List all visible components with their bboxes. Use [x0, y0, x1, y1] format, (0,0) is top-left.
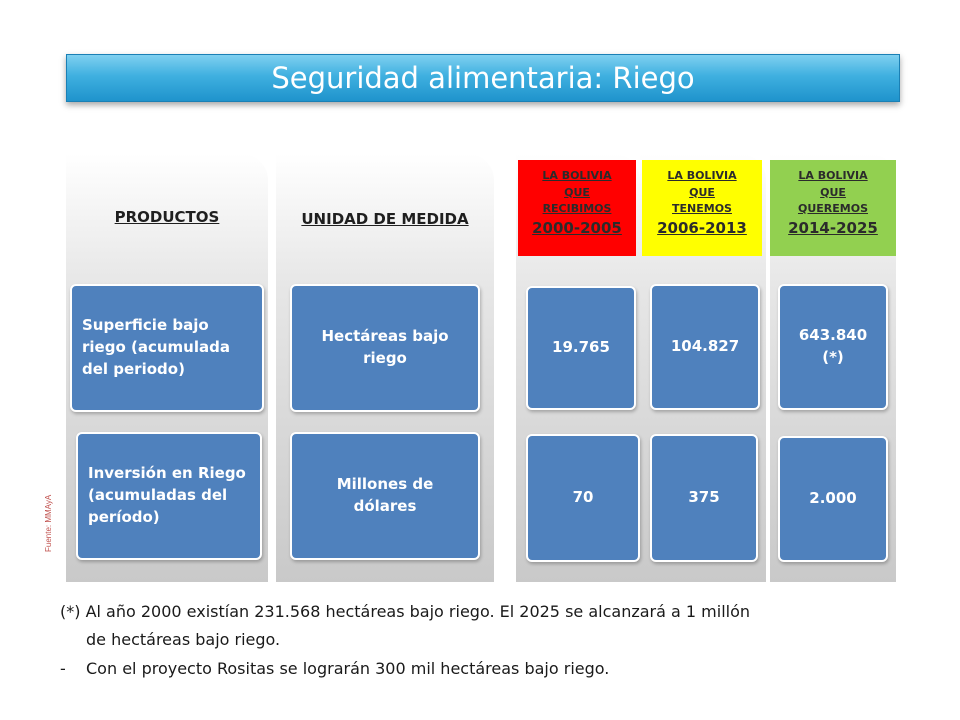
value-2014-inversion-text: 2.000 — [809, 489, 857, 508]
producto-inversion: Inversión en Riego (acumuladas del perío… — [76, 432, 262, 560]
value-2006-hectareas: 104.827 — [650, 284, 760, 410]
productos-header: PRODUCTOS — [114, 208, 220, 226]
unidad-hectareas: Hectáreas bajo riego — [290, 284, 480, 412]
period-3-line3: QUEREMOS — [797, 202, 868, 215]
period-2-line2: QUE — [689, 185, 715, 199]
period-1-line3: RECIBIMOS — [542, 202, 612, 215]
footnote-line-3: - Con el proyecto Rositas se lograrán 300… — [60, 659, 609, 678]
unidad-millones: Millones de dólares — [290, 432, 480, 560]
period-1-years: 2000-2005 — [532, 218, 622, 237]
value-2014-hectareas-note: (*) — [822, 348, 844, 366]
value-2000-hectareas: 19.765 — [526, 286, 636, 410]
period-2-line1: LA BOLIVIA — [667, 169, 737, 182]
value-2006-inversion: 375 — [650, 434, 758, 562]
value-2014-inversion: 2.000 — [778, 436, 888, 562]
period-header-tenemos: LA BOLIVIA QUE TENEMOS 2006-2013 — [642, 160, 762, 256]
period-header-queremos: LA BOLIVIA QUE QUEREMOS 2014-2025 — [770, 160, 896, 256]
producto-superficie: Superficie bajo riego (acumulada del per… — [70, 284, 264, 412]
footnote-line-1: (*) Al año 2000 existían 231.568 hectáre… — [60, 602, 751, 621]
period-2-line3: TENEMOS — [672, 202, 732, 215]
period-1-line2: QUE — [564, 185, 590, 199]
value-2000-inversion: 70 — [526, 434, 640, 562]
footnote-line-2: de hectáreas bajo riego. — [86, 630, 281, 649]
period-3-line2: QUE — [820, 185, 846, 199]
value-2014-hectareas: 643.840 (*) — [778, 284, 888, 410]
footnote-line-3-text: Con el proyecto Rositas se lograrán 300 … — [86, 659, 610, 678]
producto-superficie-label: Superficie bajo riego (acumulada del per… — [82, 316, 230, 378]
unidad-millones-label: Millones de dólares — [336, 475, 434, 515]
period-1-line1: LA BOLIVIA — [542, 169, 612, 182]
value-2014-hectareas-text: 643.840 — [798, 326, 868, 345]
value-2006-hectareas-text: 104.827 — [670, 337, 740, 356]
period-2-years: 2006-2013 — [657, 218, 747, 237]
title-banner: Seguridad alimentaria: Riego — [66, 54, 900, 102]
unidad-header: UNIDAD DE MEDIDA — [301, 210, 469, 228]
productos-panel: PRODUCTOS Superficie bajo riego (acumula… — [66, 154, 268, 582]
period-header-recibimos: LA BOLIVIA QUE RECIBIMOS 2000-2005 — [518, 160, 636, 256]
unidad-panel: UNIDAD DE MEDIDA Hectáreas bajo riego Mi… — [276, 154, 494, 582]
value-2000-hectareas-text: 19.765 — [552, 338, 610, 357]
period-3-line1: LA BOLIVIA — [798, 169, 868, 182]
unidad-hectareas-label: Hectáreas bajo riego — [321, 327, 449, 367]
producto-inversion-label: Inversión en Riego (acumuladas del perío… — [88, 464, 246, 526]
source-note: Fuente: MMAyA — [44, 494, 53, 552]
value-2006-inversion-text: 375 — [688, 488, 720, 507]
period-3-years: 2014-2025 — [788, 218, 878, 237]
value-2000-inversion-text: 70 — [572, 488, 594, 507]
footnote-bullet: - — [60, 659, 66, 678]
page-title: Seguridad alimentaria: Riego — [271, 61, 695, 95]
